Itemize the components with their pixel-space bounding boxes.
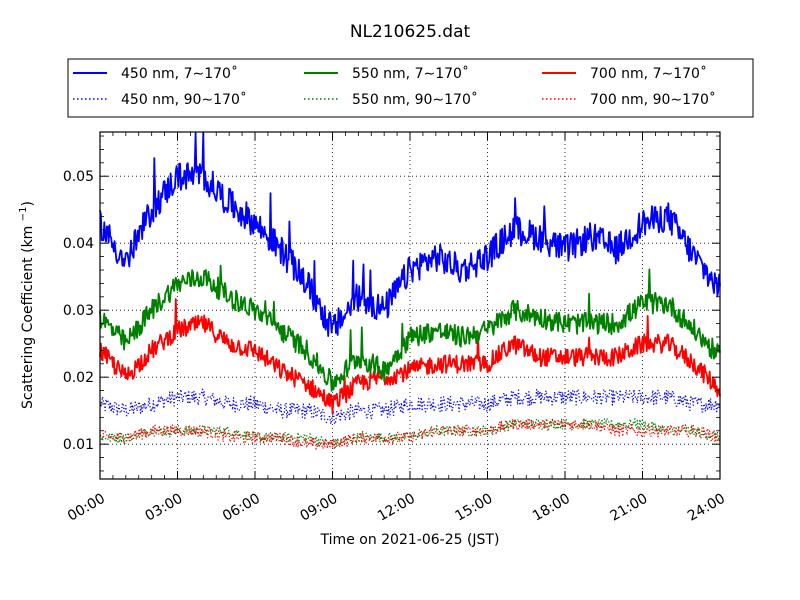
y-axis-label-close: ) bbox=[20, 201, 36, 206]
x-axis-label: Time on 2021-06-25 (JST) bbox=[320, 532, 500, 548]
legend-box bbox=[67, 58, 754, 118]
series-line-700-nm-7-170 bbox=[99, 298, 721, 415]
legend-label: 550 nm, 90∼170˚ bbox=[352, 91, 478, 108]
y-axis-label-superscript: −1 bbox=[18, 206, 29, 221]
y-tick-label: 0.03 bbox=[63, 303, 94, 319]
series-line-450-nm-90-170 bbox=[99, 388, 721, 425]
y-axis-label-text: Scattering Coefficient (km bbox=[20, 226, 36, 409]
legend-label: 700 nm, 90∼170˚ bbox=[590, 91, 716, 108]
legend: 450 nm, 7∼170˚ 550 nm, 7∼170˚ 700 nm, 7∼17… bbox=[67, 58, 754, 118]
legend-label: 450 nm, 90∼170˚ bbox=[121, 91, 247, 108]
y-axis-label: Scattering Coefficient (km −1) bbox=[18, 201, 36, 409]
chart-title: NL210625.dat bbox=[350, 22, 471, 42]
legend-label: 450 nm, 7∼170˚ bbox=[121, 65, 238, 82]
legend-label: 700 nm, 7∼170˚ bbox=[590, 65, 707, 82]
y-tick-label: 0.02 bbox=[63, 370, 94, 386]
y-tick-label: 0.05 bbox=[63, 169, 94, 185]
y-tick-label: 0.04 bbox=[63, 236, 94, 252]
series-line-550-nm-7-170 bbox=[99, 264, 721, 392]
y-tick-label: 0.01 bbox=[63, 437, 94, 453]
legend-label: 550 nm, 7∼170˚ bbox=[352, 65, 469, 82]
